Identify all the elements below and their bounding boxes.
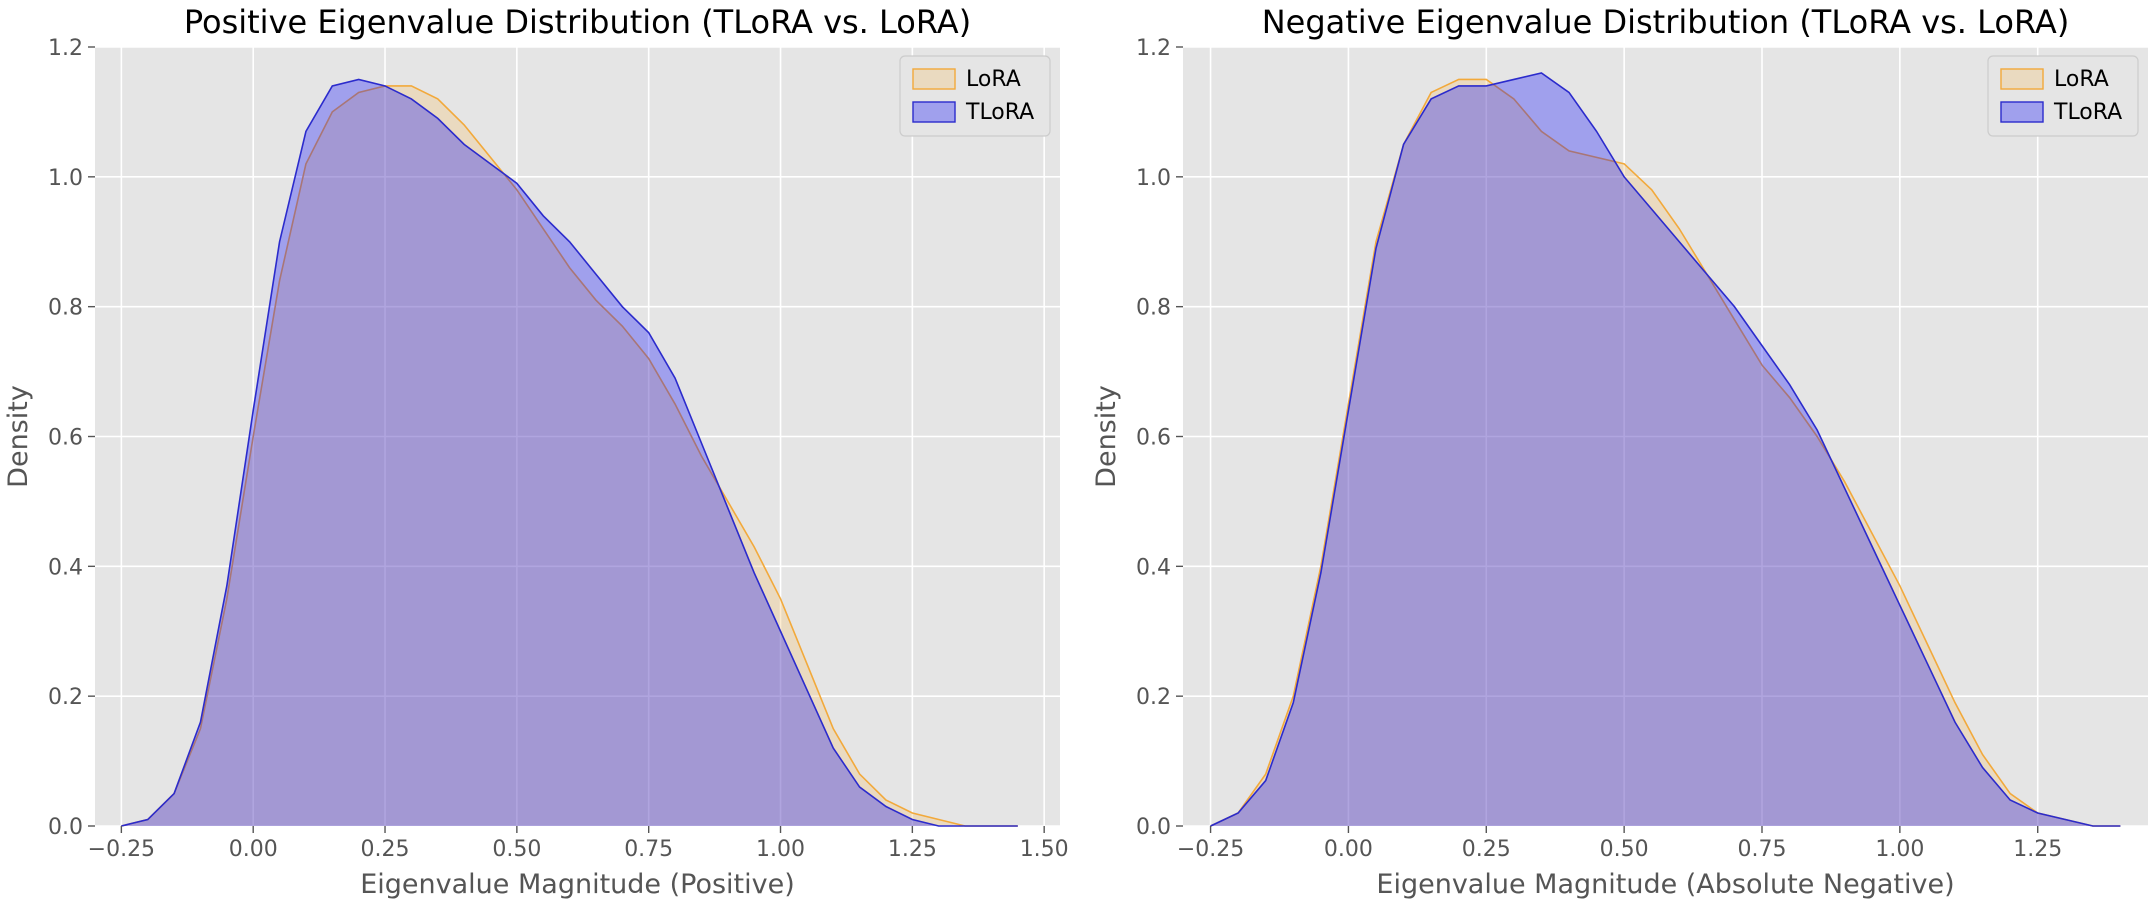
x-tick-label: 0.00	[229, 837, 278, 862]
y-tick-label: 0.0	[48, 815, 83, 840]
density-line-tlora	[121, 78, 1018, 827]
chart-title: Negative Eigenvalue Distribution (TLoRA …	[1262, 3, 2070, 41]
legend-label-lora: LoRA	[2054, 67, 2109, 92]
density-area-lora	[1210, 79, 2121, 827]
y-tick-label: 0.2	[48, 685, 83, 710]
y-tick-label: 0.8	[1136, 296, 1171, 321]
y-tick-label: 0.6	[1136, 426, 1171, 451]
x-axis-label: Eigenvalue Magnitude (Positive)	[360, 869, 795, 900]
x-tick-label: 1.25	[888, 837, 937, 862]
density-line-lora	[1210, 78, 2121, 827]
x-tick-label: 1.00	[1875, 837, 1924, 862]
x-tick-label: 0.75	[1738, 837, 1787, 862]
negative-eigenvalue-chart: −0.25 0.00 0.25 0.50 0.75 1.00 1.25 0.0 0.2 0.4 0.…	[1091, 3, 2148, 900]
legend	[899, 55, 1051, 137]
legend-label-lora: LoRA	[966, 67, 1021, 92]
x-tick-label: 1.50	[1020, 837, 1069, 862]
x-tick-label: 0.50	[1600, 837, 1649, 862]
density-area-lora	[121, 85, 1018, 826]
x-axis-label: Eigenvalue Magnitude (Absolute Negative)	[1376, 869, 1954, 900]
x-tick-label: 0.25	[361, 837, 410, 862]
legend-swatch-tlora	[912, 101, 956, 123]
density-line-tlora	[1210, 72, 2121, 827]
y-axis-label: Density	[1091, 385, 1122, 488]
legend-label-tlora: TLoRA	[2053, 100, 2122, 125]
density-area-tlora	[121, 79, 1018, 827]
y-tick-label: 1.2	[1136, 36, 1171, 61]
y-tick-label: 0.0	[1136, 815, 1171, 840]
x-tick-label: −0.25	[1177, 837, 1244, 862]
y-tick-label: 0.8	[48, 296, 83, 321]
density-area-tlora	[1210, 72, 2121, 826]
legend	[1987, 55, 2139, 137]
x-tick-label: −0.25	[88, 837, 155, 862]
x-tick-label: 0.75	[624, 837, 673, 862]
legend-swatch-tlora	[2000, 101, 2044, 123]
y-tick-label: 0.2	[1136, 685, 1171, 710]
x-tick-label: 1.00	[756, 837, 805, 862]
y-tick-label: 0.4	[1136, 555, 1171, 580]
legend-swatch-lora	[2000, 68, 2044, 90]
y-tick-label: 1.0	[48, 166, 83, 191]
legend-swatch-lora	[912, 68, 956, 90]
positive-eigenvalue-chart: −0.25 0.00 0.25 0.50 0.75 1.00 1.25 1.50 0.0 0.2 0…	[3, 3, 1069, 900]
x-tick-label: 1.25	[2013, 837, 2062, 862]
legend-label-tlora: TLoRA	[965, 100, 1034, 125]
x-tick-label: 0.00	[1324, 837, 1373, 862]
chart-title: Positive Eigenvalue Distribution (TLoRA …	[184, 3, 971, 41]
density-line-lora	[121, 85, 1018, 827]
y-tick-label: 0.4	[48, 555, 83, 580]
y-tick-label: 0.6	[48, 426, 83, 451]
x-tick-label: 0.25	[1462, 837, 1511, 862]
x-tick-label: 0.50	[492, 837, 541, 862]
y-axis-label: Density	[3, 385, 34, 488]
y-tick-label: 1.0	[1136, 166, 1171, 191]
y-tick-label: 1.2	[48, 36, 83, 61]
